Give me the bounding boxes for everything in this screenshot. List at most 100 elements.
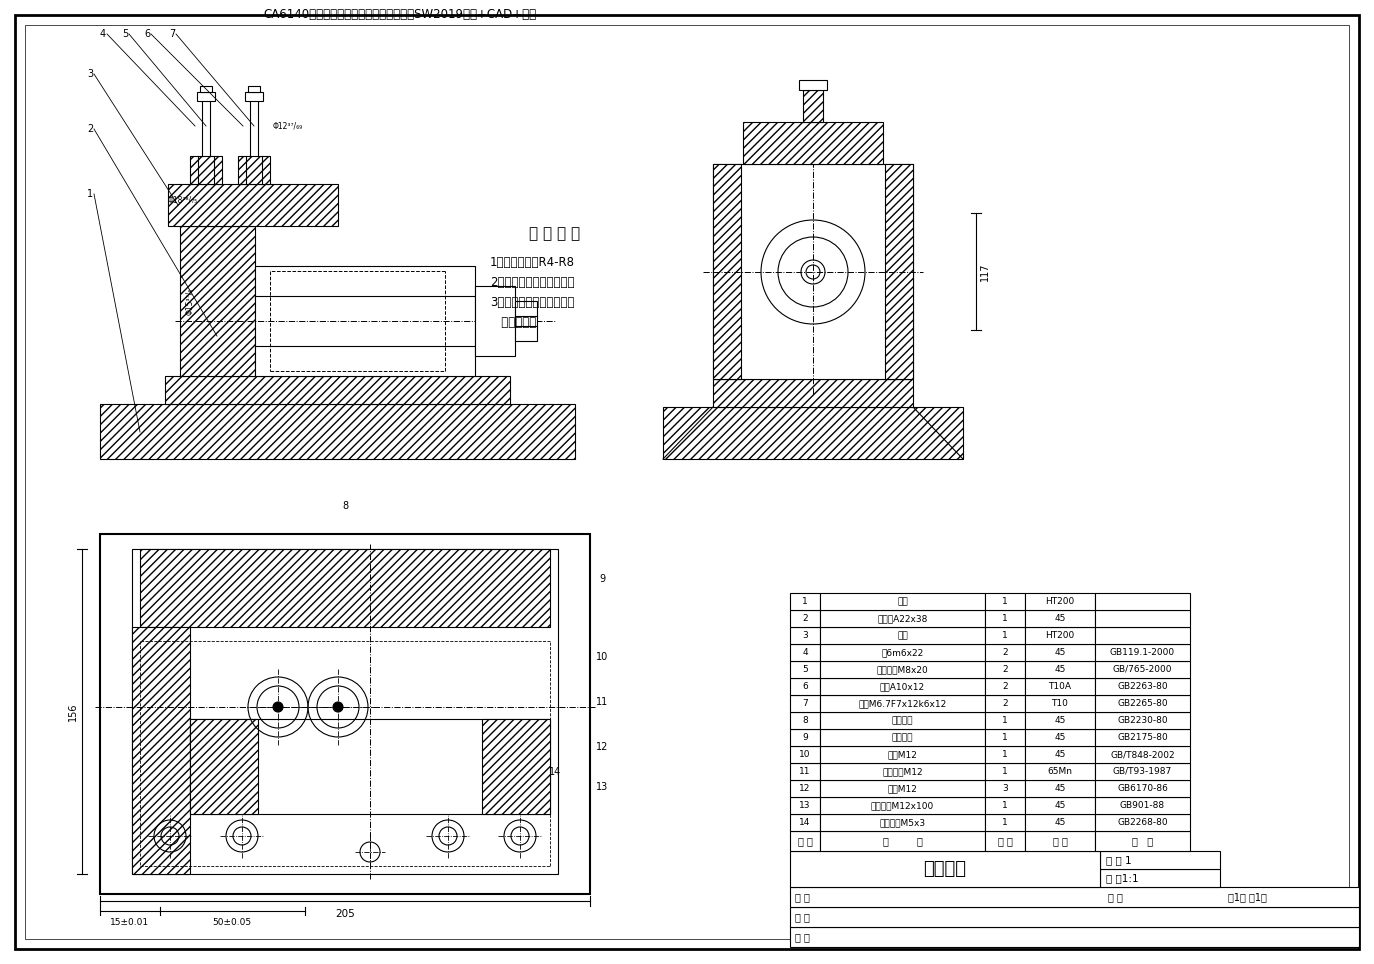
Text: 45: 45 — [1054, 750, 1066, 759]
Bar — [256, 266, 475, 376]
Text: GB2175-80: GB2175-80 — [1117, 733, 1168, 742]
Text: 钻套M6.7F7x12k6x12: 钻套M6.7F7x12k6x12 — [859, 699, 947, 708]
Text: 11: 11 — [800, 767, 811, 776]
Bar — [1025, 797, 1095, 814]
Bar — [1095, 593, 1190, 610]
Text: 3: 3 — [1002, 784, 1009, 793]
Bar — [820, 814, 985, 831]
Text: 审 核: 审 核 — [796, 932, 809, 942]
Text: GB6170-86: GB6170-86 — [1117, 784, 1168, 793]
Bar — [800, 80, 827, 90]
Text: 共1张 第1张: 共1张 第1张 — [1228, 892, 1267, 902]
Text: 1: 1 — [1002, 733, 1009, 742]
Text: 定位销A22x38: 定位销A22x38 — [878, 614, 927, 623]
Text: 14: 14 — [548, 767, 561, 777]
Text: 45: 45 — [1054, 716, 1066, 725]
Bar — [1025, 729, 1095, 746]
Text: 15±0.01: 15±0.01 — [110, 918, 150, 927]
Text: 材 料: 材 料 — [1052, 836, 1068, 846]
Text: 4: 4 — [100, 29, 106, 39]
Text: 1: 1 — [1002, 631, 1009, 640]
Bar — [190, 156, 223, 184]
Bar — [820, 695, 985, 712]
Text: 双头螺柱M12x100: 双头螺柱M12x100 — [871, 801, 934, 810]
Text: 2: 2 — [1002, 648, 1007, 657]
Text: HT200: HT200 — [1046, 631, 1074, 640]
Bar — [790, 831, 820, 851]
Bar — [790, 887, 1359, 907]
Bar — [985, 797, 1025, 814]
Text: 10: 10 — [800, 750, 811, 759]
Text: 5: 5 — [122, 29, 128, 39]
Bar — [985, 729, 1025, 746]
Text: 底座: 底座 — [897, 597, 908, 606]
Bar — [790, 712, 820, 729]
Text: 名         称: 名 称 — [882, 836, 922, 846]
Bar — [1095, 610, 1190, 627]
Text: 弹簧垫圈M12: 弹簧垫圈M12 — [882, 767, 923, 776]
Bar — [820, 610, 985, 627]
Text: 1: 1 — [1002, 614, 1009, 623]
Text: 重 量: 重 量 — [1107, 892, 1123, 902]
Bar — [743, 122, 883, 164]
Bar — [1025, 712, 1095, 729]
Text: GB/T93-1987: GB/T93-1987 — [1113, 767, 1172, 776]
Bar — [790, 678, 820, 695]
Text: 螺母M12: 螺母M12 — [888, 784, 918, 793]
Bar — [790, 729, 820, 746]
Bar — [1025, 814, 1095, 831]
Bar — [1095, 780, 1190, 797]
Circle shape — [273, 702, 283, 712]
Bar — [100, 404, 574, 459]
Bar — [1025, 746, 1095, 763]
Text: 钻床卡具: 钻床卡具 — [923, 860, 966, 878]
Text: 滑动压板: 滑动压板 — [892, 733, 914, 742]
Bar — [180, 226, 256, 376]
Text: 45: 45 — [1054, 801, 1066, 810]
Bar — [1025, 695, 1095, 712]
Text: 1: 1 — [1002, 716, 1009, 725]
Bar — [985, 695, 1025, 712]
Bar — [820, 593, 985, 610]
Text: 位公差要求: 位公差要求 — [491, 315, 536, 329]
Text: 1: 1 — [1002, 767, 1009, 776]
Text: 6: 6 — [144, 29, 150, 39]
Bar — [713, 164, 741, 379]
Text: Φ18³⁸/₇₅: Φ18³⁸/₇₅ — [168, 196, 198, 204]
Bar — [790, 695, 820, 712]
Text: 8: 8 — [802, 716, 808, 725]
Bar — [885, 164, 912, 379]
Bar — [985, 763, 1025, 780]
Bar — [985, 593, 1025, 610]
Bar — [100, 534, 589, 894]
Bar — [790, 746, 820, 763]
Bar — [985, 610, 1025, 627]
Circle shape — [333, 702, 344, 712]
Text: 45: 45 — [1054, 784, 1066, 793]
Bar — [985, 627, 1025, 644]
Bar — [1095, 695, 1190, 712]
Text: 45: 45 — [1054, 665, 1066, 674]
Text: 1: 1 — [1002, 750, 1009, 759]
Text: 1: 1 — [1002, 818, 1009, 827]
Bar — [1095, 729, 1190, 746]
Text: 50±0.05: 50±0.05 — [213, 918, 251, 927]
Bar — [820, 627, 985, 644]
Text: GB2268-80: GB2268-80 — [1117, 818, 1168, 827]
Bar — [985, 678, 1025, 695]
Text: 13: 13 — [800, 801, 811, 810]
Bar — [802, 90, 823, 122]
Text: 钻模: 钻模 — [897, 631, 908, 640]
Bar — [201, 86, 212, 92]
Text: Φ12³⁷/₆₉: Φ12³⁷/₆₉ — [273, 121, 304, 130]
Bar — [713, 379, 912, 407]
Text: 销6m6x22: 销6m6x22 — [881, 648, 923, 657]
Bar — [1095, 644, 1190, 661]
Bar — [515, 301, 537, 341]
Bar — [820, 712, 985, 729]
Bar — [1025, 763, 1095, 780]
Bar — [1095, 627, 1190, 644]
Bar — [985, 661, 1025, 678]
Bar — [790, 907, 1359, 927]
Text: GB/765-2000: GB/765-2000 — [1113, 665, 1172, 674]
